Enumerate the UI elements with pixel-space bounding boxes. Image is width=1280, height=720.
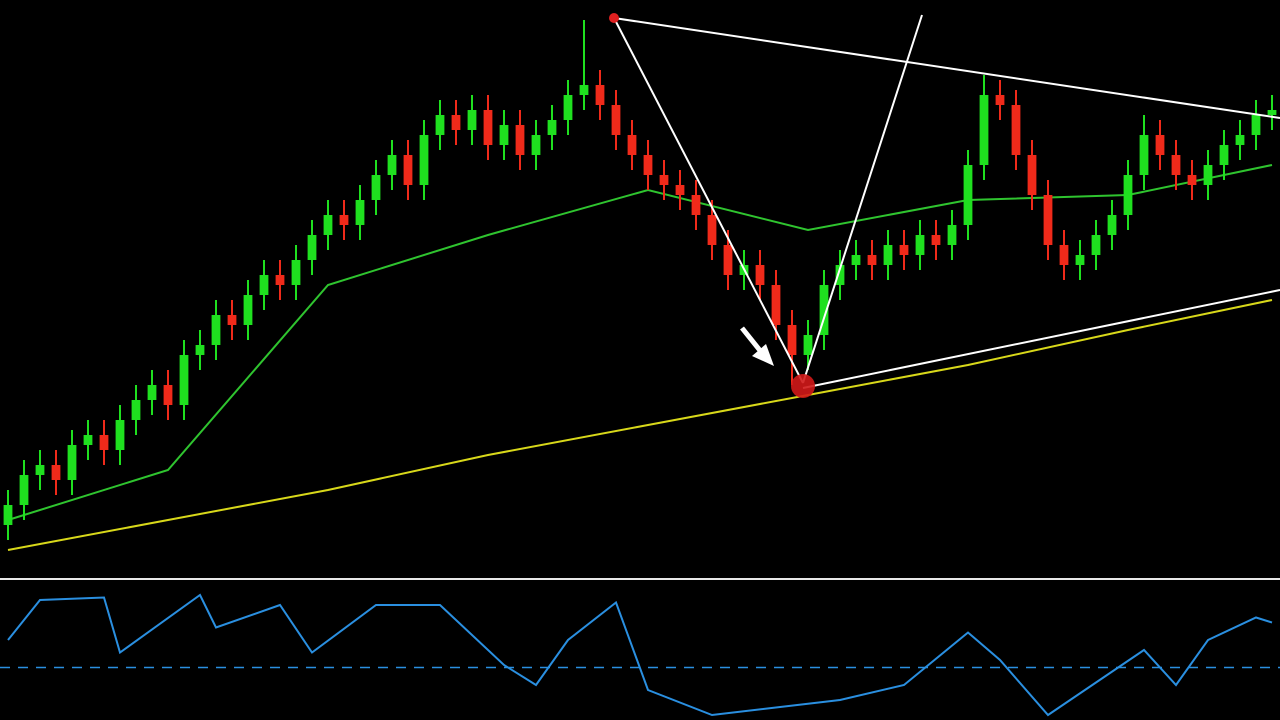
candle-body: [835, 265, 845, 285]
candle-body: [19, 475, 29, 505]
candle-body: [83, 435, 93, 445]
candle-body: [643, 155, 653, 175]
candle-body: [675, 185, 685, 195]
candle-body: [1075, 255, 1085, 265]
candle-body: [691, 195, 701, 215]
candle-body: [355, 200, 365, 225]
candle-body: [627, 135, 637, 155]
candle-body: [1091, 235, 1101, 255]
candle-body: [179, 355, 189, 405]
candle-body: [851, 255, 861, 265]
arrow: [740, 326, 774, 366]
candle-body: [995, 95, 1005, 105]
candle-body: [1171, 155, 1181, 175]
candle-body: [1059, 245, 1069, 265]
candle-body: [867, 255, 877, 265]
candle-body: [243, 295, 253, 325]
candle-body: [1187, 175, 1197, 185]
candle-body: [723, 245, 733, 275]
candle-body: [787, 325, 797, 355]
candle-body: [499, 125, 509, 145]
candle-body: [115, 420, 125, 450]
oscillator-line: [7, 593, 1273, 717]
moving-average: [7, 299, 1273, 551]
candle-body: [1107, 215, 1117, 235]
candle-body: [979, 95, 989, 165]
candle-body: [515, 125, 525, 155]
candle-body: [163, 385, 173, 405]
candle-body: [323, 215, 333, 235]
candle-body: [579, 85, 589, 95]
candle-body: [211, 315, 221, 345]
candle-body: [371, 175, 381, 200]
resistance-trendline: [613, 17, 1280, 119]
candle-body: [803, 335, 813, 355]
drawings: [609, 13, 1280, 398]
candle-body: [1011, 105, 1021, 155]
candle-body: [339, 215, 349, 225]
candle-body: [771, 285, 781, 325]
candle-body: [531, 135, 541, 155]
candle-body: [259, 275, 269, 295]
swing-line: [613, 17, 804, 384]
candle-body: [1219, 145, 1229, 165]
candle-body: [659, 175, 669, 185]
candle-body: [451, 115, 461, 130]
candle-body: [147, 385, 157, 400]
candle-body: [1139, 135, 1149, 175]
candle-body: [3, 505, 13, 525]
candle-body: [947, 225, 957, 245]
candle-body: [1027, 155, 1037, 195]
candle-body: [595, 85, 605, 105]
candle-body: [1267, 110, 1277, 115]
candle-body: [611, 105, 621, 135]
candle-body: [1123, 175, 1133, 215]
candle-body: [1251, 115, 1261, 135]
candle-body: [67, 445, 77, 480]
candle-body: [931, 235, 941, 245]
swing-point: [609, 13, 619, 23]
candle-body: [467, 110, 477, 130]
candle-body: [35, 465, 45, 475]
candle-body: [275, 275, 285, 285]
candle-body: [227, 315, 237, 325]
candle-body: [51, 465, 61, 480]
candle-body: [419, 135, 429, 185]
candle-body: [99, 435, 109, 450]
candle-body: [131, 400, 141, 420]
candle-body: [883, 245, 893, 265]
candle-body: [915, 235, 925, 255]
candle-body: [435, 115, 445, 135]
swing-point: [791, 374, 815, 398]
candle-body: [483, 110, 493, 145]
candle-body: [291, 260, 301, 285]
candle-body: [819, 285, 829, 335]
candle-body: [547, 120, 557, 135]
support-trendline: [802, 289, 1280, 389]
candle-body: [563, 95, 573, 120]
candle-body: [307, 235, 317, 260]
candle-body: [899, 245, 909, 255]
candle-body: [963, 165, 973, 225]
candle-body: [403, 155, 413, 185]
oscillator-panel: [0, 593, 1280, 717]
candle-body: [755, 265, 765, 285]
swing-line: [802, 14, 923, 384]
price-panel: [3, 20, 1277, 551]
candle-body: [1155, 135, 1165, 155]
candle-body: [1043, 195, 1053, 245]
candle-body: [1235, 135, 1245, 145]
candle-body: [707, 215, 717, 245]
candle-body: [195, 345, 205, 355]
candle-body: [387, 155, 397, 175]
candle-body: [1203, 165, 1213, 185]
